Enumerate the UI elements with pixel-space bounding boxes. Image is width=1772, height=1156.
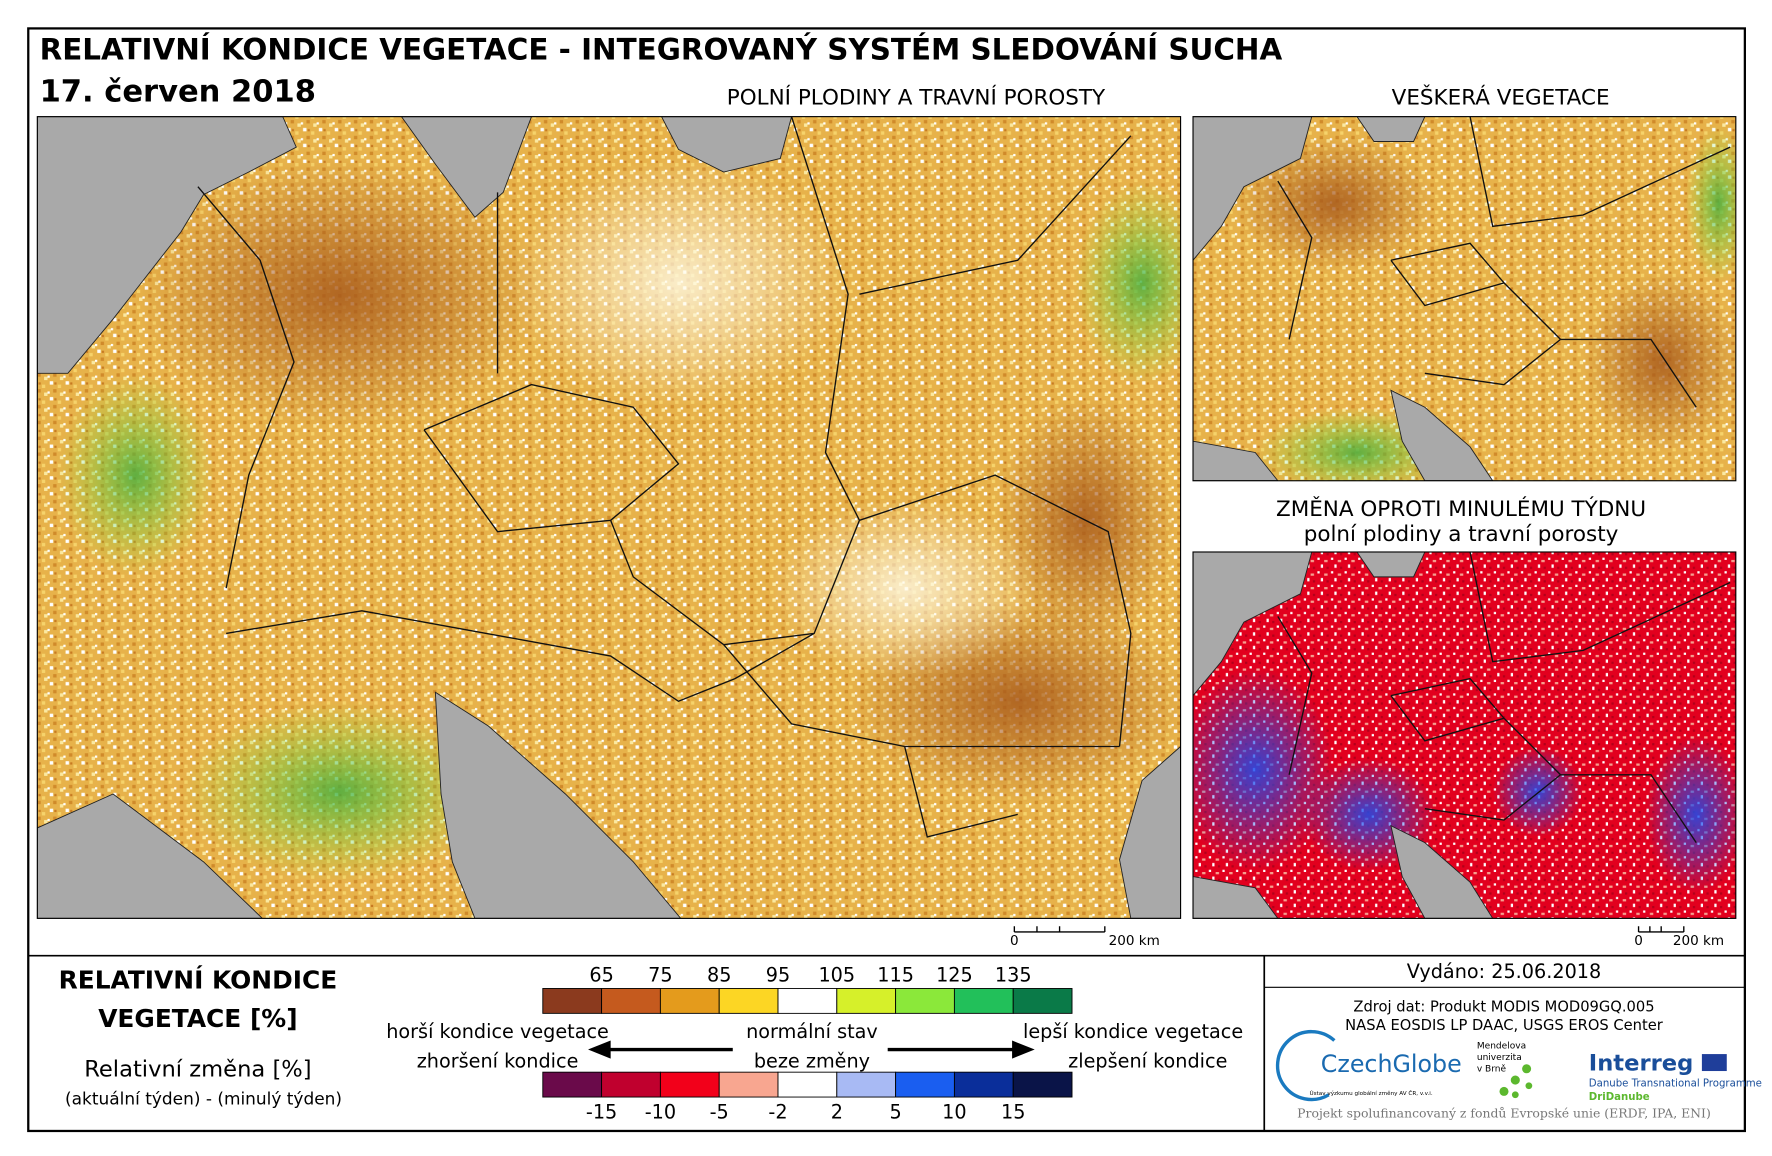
legend-swatch [542,1071,603,1098]
mendel-name: univerzita [1477,1053,1522,1063]
legend-label: lepší kondice vegetace [1023,1020,1243,1043]
czechglobe-name: CzechGlobe [1321,1050,1462,1078]
legend-tick-label: -10 [645,1100,676,1123]
legend-tick-label: 85 [707,964,731,987]
all-vegetation-map [1193,116,1736,481]
legend-tick-label: 95 [766,964,790,987]
legend-swatch [601,988,661,1014]
legend-tick-label: 65 [589,964,613,987]
date: 17. červen 2018 [40,74,316,109]
legend-swatch [953,1071,1014,1098]
interreg-name: Interreg [1589,1051,1693,1077]
legend-bars: 65 75 85 95 105 115 125 135 -15 -10 -5 -2 2 5 10 15 [542,964,1073,1123]
legend-arrowhead [588,1040,611,1059]
mendel-logo [1499,1064,1533,1099]
legend-tick-label: 115 [877,964,914,987]
panel-subtitle: polní plodiny a travní porosty [1304,522,1619,547]
legend-tick-label: -2 [768,1100,787,1123]
legend-label: beze změny [754,1049,870,1072]
czechglobe-sub: Ústav výzkumu globální změny AV ČR, v.v.… [1309,1090,1432,1097]
legend-swatch [777,1071,838,1098]
panel-title: VEŠKERÁ VEGETACE [1392,85,1610,111]
legend-title: RELATIVNÍ KONDICE [59,966,338,995]
issued-date: Vydáno: 25.06.2018 [1407,960,1602,983]
mendel-name: v Brně [1477,1064,1507,1074]
legend-swatch [1012,988,1073,1014]
legend-change-subtitle: (aktuální týden) - (minulý týden) [65,1088,342,1108]
main-map [37,116,1181,919]
legend-swatch [601,1071,661,1098]
legend-label: horší kondice vegetace [386,1020,609,1043]
eu-flag [1701,1054,1727,1072]
funding: Projekt spolufinancovaný z fondů Evropsk… [1297,1106,1711,1121]
legend-swatch [777,988,838,1014]
legend-swatch [659,988,720,1014]
scale-label: 0 [1010,933,1019,949]
legend-tick-label: 75 [648,964,672,987]
legend-swatch [895,988,955,1014]
legend-swatch [1012,1071,1073,1098]
outer-frame [27,27,1746,1133]
panel-title: ZMĚNA OPROTI MINULÉMU TÝDNU [1276,496,1646,522]
legend-swatch [542,988,603,1014]
legend-label: zhoršení kondice [417,1049,579,1072]
legend-swatch [895,1071,955,1098]
legend-tick-label: -5 [710,1100,729,1123]
source: Zdroj dat: Produkt MODIS MOD09GQ.005 [1353,999,1654,1016]
source: NASA EOSDIS LP DAAC, USGS EROS Center [1345,1017,1664,1034]
legend-swatch [836,1071,897,1098]
legend-tick-label: -15 [586,1100,617,1123]
legend-swatch [718,1071,779,1098]
scale-label: 0 [1634,933,1643,949]
legend-tick-label: 2 [831,1100,843,1123]
legend-tick-label: 15 [1001,1100,1025,1123]
legend-title: VEGETACE [%] [98,1004,297,1033]
dridanube: DriDanube [1589,1092,1650,1103]
legend-tick-label: 10 [942,1100,966,1123]
panel-title: POLNÍ PLODINY A TRAVNÍ POROSTY [727,85,1106,111]
map-frame [1192,551,1737,919]
legend-change-title: Relativní změna [%] [84,1056,311,1082]
scale-label: 200 km [1673,933,1724,949]
weekly-change-map [1193,551,1736,919]
scale-bar [1637,926,1685,933]
czechglobe-logo [1275,1029,1336,1102]
legend-swatch [836,988,897,1014]
legend-arrowhead [1012,1040,1035,1059]
title: RELATIVNÍ KONDICE VEGETACE - INTEGROVANÝ… [40,31,1283,67]
legend-tick-label: 5 [889,1100,901,1123]
scale-label: 200 km [1109,933,1160,949]
legend-tick-label: 125 [936,964,973,987]
legend-label: normální stav [746,1020,878,1043]
legend-swatch [953,988,1014,1014]
map-frame [1192,116,1737,482]
legend-label: zlepšení kondice [1068,1049,1227,1072]
legend-swatch [718,988,779,1014]
scale-bar [1013,926,1106,933]
legend-swatch [659,1071,720,1098]
mendel-name: Mendelova [1477,1042,1526,1052]
legend-tick-label: 135 [995,964,1032,987]
interreg-sub: Danube Transnational Programme [1589,1078,1762,1089]
legend-tick-label: 105 [818,964,855,987]
map-frame [36,116,1182,919]
